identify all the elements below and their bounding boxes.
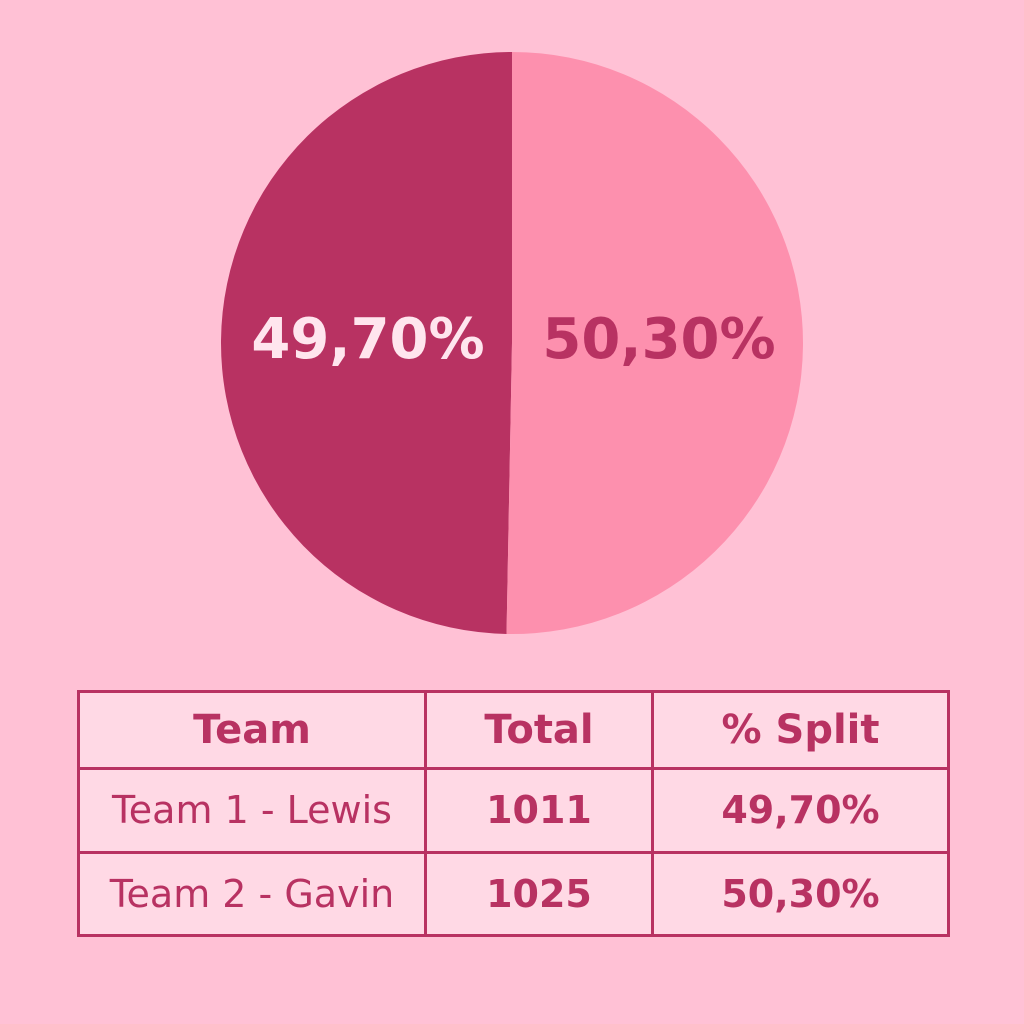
pie-slice-1 [220,52,512,634]
split-table: Team Total % Split Team 1 - Lewis 1011 4… [77,689,950,938]
slice-label-1: 49,70% [251,307,484,372]
total-cell: 1011 [424,767,654,854]
pie-chart: 49,70% 50,30% [220,52,803,634]
header-total: Total [424,689,654,771]
slice-label-2: 50,30% [542,307,775,372]
header-team: Team [77,689,427,771]
table-row: Team 1 - Lewis 1011 49,70% [77,767,950,854]
table-row: Team 2 - Gavin 1025 50,30% [77,850,950,938]
pie-slice-2 [506,52,803,634]
team-cell: Team 2 - Gavin [77,850,427,938]
split-cell: 50,30% [651,850,950,938]
total-cell: 1025 [424,850,654,938]
team-cell: Team 1 - Lewis [77,767,427,854]
split-cell: 49,70% [651,767,950,854]
header-split: % Split [651,689,950,771]
table-header-row: Team Total % Split [77,689,950,771]
